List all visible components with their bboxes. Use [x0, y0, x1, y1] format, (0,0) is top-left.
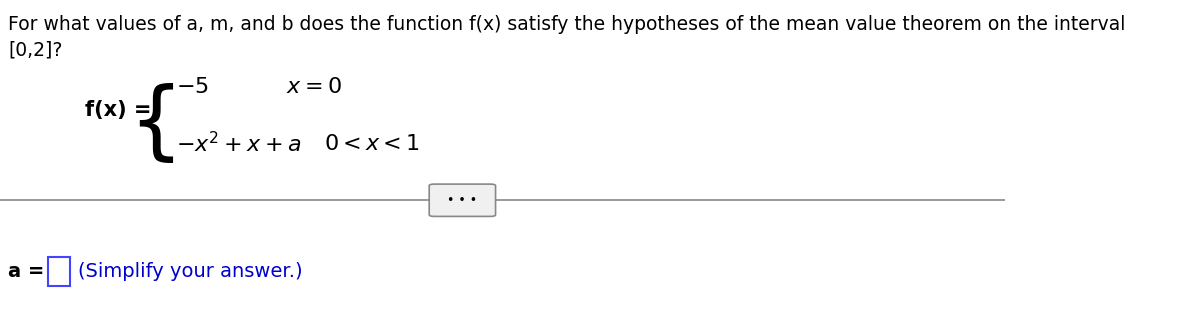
Text: $0 < x < 1$: $0 < x < 1$ [324, 134, 420, 154]
Text: $x = 0$: $x = 0$ [287, 77, 342, 97]
Text: [0,2]?: [0,2]? [8, 40, 62, 59]
Text: For what values of a, m, and b does the function f(x) satisfy the hypotheses of : For what values of a, m, and b does the … [8, 15, 1126, 34]
Text: $-x^{2} + x + a$: $-x^{2} + x + a$ [176, 131, 301, 156]
Text: a =: a = [8, 262, 52, 281]
Text: f(x) =: f(x) = [85, 100, 160, 120]
Text: $-5$: $-5$ [176, 77, 209, 97]
FancyBboxPatch shape [430, 184, 496, 216]
Text: (Simplify your answer.): (Simplify your answer.) [78, 262, 304, 281]
Text: {: { [128, 83, 184, 166]
Text: • • •: • • • [448, 194, 478, 207]
FancyBboxPatch shape [48, 257, 71, 286]
